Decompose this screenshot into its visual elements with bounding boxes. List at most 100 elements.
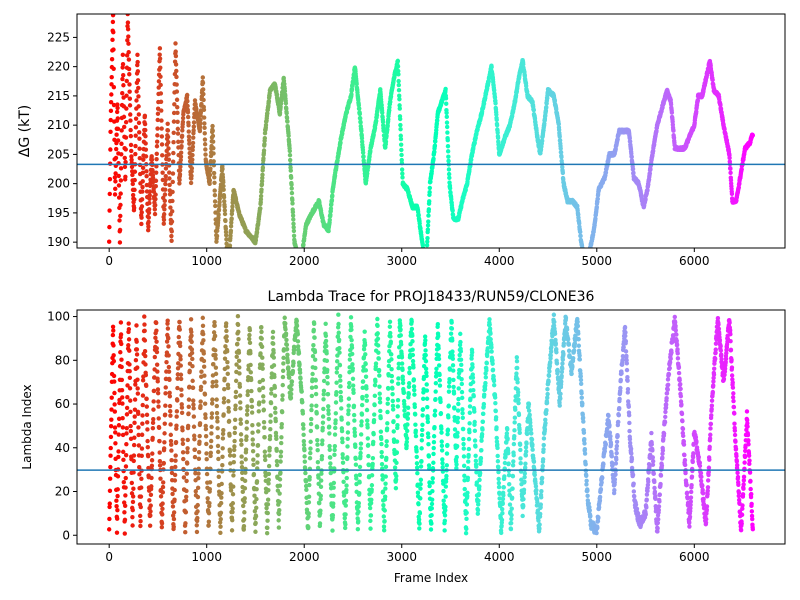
lambda-point: [265, 518, 270, 523]
delta-g-point: [228, 224, 234, 229]
delta-g-point: [258, 193, 264, 199]
delta-g-point: [290, 213, 296, 218]
lambda-point: [154, 349, 160, 355]
delta-g-point: [423, 258, 427, 262]
lambda-point: [130, 499, 136, 505]
lambda-point: [304, 487, 309, 492]
lambda-point: [215, 426, 220, 431]
lambda-point: [324, 343, 329, 349]
lambda-point: [132, 397, 138, 402]
lambda-point: [379, 436, 384, 442]
lambda-point: [364, 386, 369, 391]
lambda-point: [357, 472, 363, 478]
lambda-point: [209, 401, 215, 406]
lambda-point: [371, 417, 377, 423]
delta-g-point: [125, 14, 130, 17]
lambda-point: [356, 509, 361, 515]
delta-g-point: [130, 181, 135, 187]
lambda-point: [177, 340, 183, 345]
delta-g-point: [727, 155, 732, 161]
delta-g-point: [159, 142, 165, 147]
lambda-point: [297, 370, 303, 375]
lambda-point: [227, 433, 232, 438]
lambda-point: [262, 425, 267, 430]
lambda-point: [204, 451, 209, 456]
lambda-point: [309, 393, 315, 399]
lambda-point: [251, 457, 256, 462]
delta-g-point: [116, 173, 121, 179]
lambda-point: [112, 390, 117, 396]
lambda-point: [306, 514, 311, 519]
delta-g-point: [739, 167, 744, 172]
delta-g-point: [380, 119, 386, 125]
delta-g-point: [289, 190, 295, 196]
lambda-point: [222, 387, 227, 392]
delta-g-point: [290, 197, 295, 203]
delta-g-point: [173, 41, 178, 46]
lambda-point: [189, 339, 194, 345]
delta-g-point: [595, 196, 600, 202]
lambda-point: [339, 417, 344, 422]
lambda-point: [169, 470, 175, 476]
delta-g-point: [135, 52, 140, 58]
lambda-point: [249, 410, 255, 415]
lambda-point: [169, 465, 174, 471]
delta-g-point: [146, 207, 152, 212]
delta-g-point: [137, 155, 142, 161]
lambda-point: [136, 411, 141, 416]
lambda-point: [151, 388, 157, 394]
delta-g-point: [173, 49, 178, 54]
delta-g-point: [143, 141, 148, 146]
lambda-point: [162, 421, 167, 426]
delta-g-point: [127, 103, 133, 108]
lambda-point: [151, 399, 156, 404]
delta-g-point: [259, 187, 264, 192]
delta-g-point: [185, 114, 191, 120]
delta-g-point: [397, 116, 403, 122]
lambda-point: [358, 441, 364, 446]
delta-g-point: [291, 233, 297, 238]
delta-g-point: [222, 199, 227, 204]
lambda-point: [320, 420, 326, 425]
delta-g-point: [647, 171, 653, 176]
delta-g-y-tick-label: 195: [47, 206, 70, 220]
delta-g-point: [421, 246, 426, 248]
delta-g-point: [445, 130, 450, 135]
lambda-point: [375, 316, 380, 322]
lambda-point: [196, 475, 201, 481]
lambda-point: [412, 404, 418, 410]
lambda-point: [352, 433, 358, 438]
delta-g-point: [174, 74, 179, 80]
lambda-point: [191, 424, 197, 429]
lambda-point: [300, 411, 306, 416]
delta-g-point: [380, 110, 385, 115]
lambda-point: [190, 385, 196, 390]
lambda-point: [419, 432, 425, 438]
lambda-point: [202, 401, 208, 406]
delta-g-point: [424, 260, 428, 264]
lambda-point: [280, 382, 285, 388]
lambda-point: [186, 397, 192, 402]
delta-g-x-tick-label: 2000: [289, 254, 320, 268]
lambda-point: [276, 511, 282, 517]
lambda-point: [350, 362, 355, 367]
delta-g-x-tick-label: 5000: [582, 254, 613, 268]
lambda-point: [193, 489, 198, 494]
lambda-point: [226, 409, 231, 414]
delta-g-point: [446, 154, 451, 159]
lambda-point: [235, 314, 241, 319]
lambda-point: [273, 410, 278, 415]
lambda-point: [127, 362, 132, 367]
lambda-point: [132, 435, 137, 440]
lambda-point: [426, 434, 431, 440]
delta-g-point: [397, 103, 402, 108]
lambda-point: [111, 353, 116, 358]
delta-g-point: [108, 117, 113, 123]
lambda-point: [166, 369, 172, 374]
lambda-point: [327, 455, 333, 460]
lambda-point: [398, 333, 403, 338]
lambda-point: [378, 415, 383, 421]
delta-g-point: [228, 228, 234, 233]
lambda-point: [421, 387, 426, 392]
lambda-point: [225, 385, 231, 391]
